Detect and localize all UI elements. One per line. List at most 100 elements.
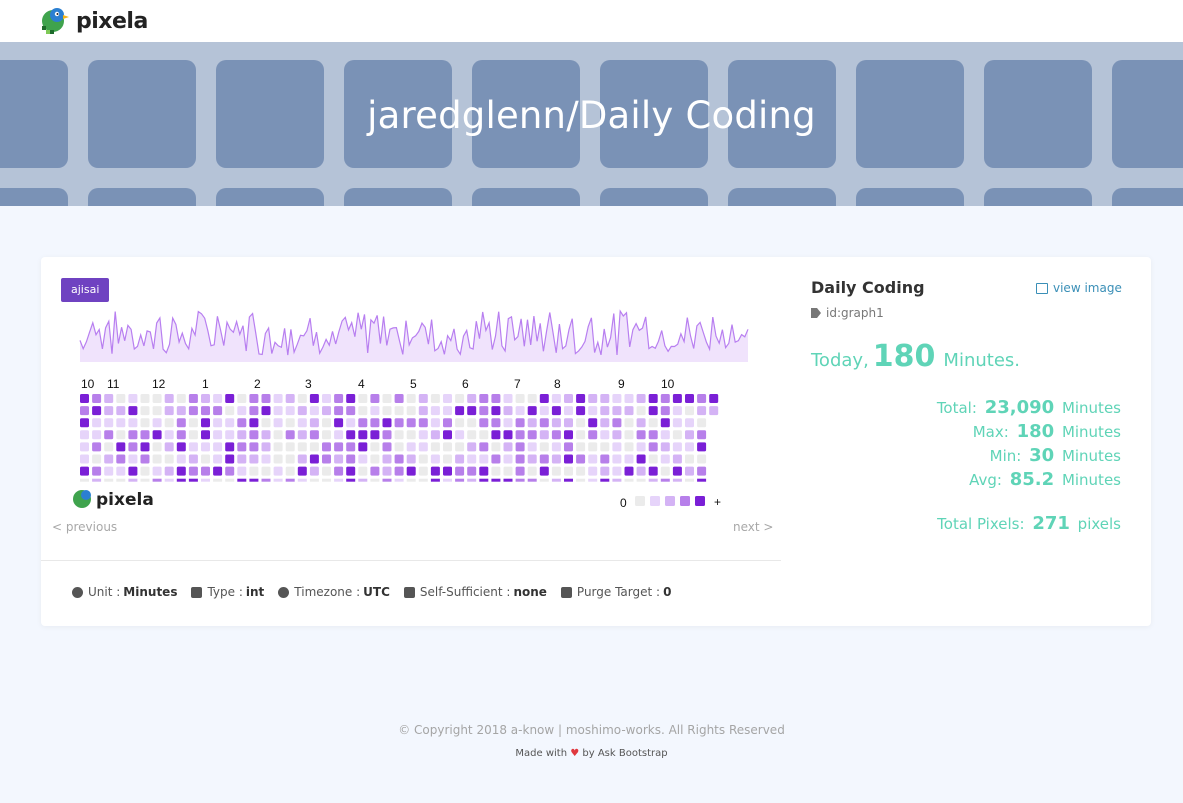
pixel-cell[interactable] <box>479 442 489 452</box>
pixel-cell[interactable] <box>551 466 561 476</box>
pixel-cell[interactable] <box>346 466 356 476</box>
pixel-cell[interactable] <box>92 478 102 482</box>
pixel-cell[interactable] <box>564 430 573 440</box>
pixel-cell[interactable] <box>588 466 598 476</box>
pixel-cell[interactable] <box>370 418 380 428</box>
pixel-cell[interactable] <box>648 430 658 440</box>
pixel-cell[interactable] <box>418 478 428 482</box>
pixel-cell[interactable] <box>225 418 235 428</box>
pixel-cell[interactable] <box>382 394 392 403</box>
pixel-cell[interactable] <box>346 430 356 440</box>
pixel-cell[interactable] <box>116 406 126 416</box>
pixel-cell[interactable] <box>358 430 368 440</box>
pixel-cell[interactable] <box>443 406 452 416</box>
pixel-cell[interactable] <box>188 466 198 476</box>
pixel-cell[interactable] <box>443 430 452 440</box>
pixel-cell[interactable] <box>697 394 707 403</box>
pixel-cell[interactable] <box>176 406 186 416</box>
pixel-cell[interactable] <box>225 478 235 482</box>
pixel-cell[interactable] <box>92 406 102 416</box>
pixel-cell[interactable] <box>346 454 356 464</box>
pixel-cell[interactable] <box>237 430 247 440</box>
pixel-cell[interactable] <box>358 466 368 476</box>
pixel-cell[interactable] <box>322 454 331 464</box>
pixel-cell[interactable] <box>624 478 634 482</box>
pixel-cell[interactable] <box>334 406 344 416</box>
pixel-cell[interactable] <box>104 454 114 464</box>
pixel-cell[interactable] <box>576 442 586 452</box>
pixel-cell[interactable] <box>612 466 622 476</box>
pixel-cell[interactable] <box>406 466 416 476</box>
pixel-cell[interactable] <box>406 442 416 452</box>
pixel-cell[interactable] <box>648 454 658 464</box>
pixel-cell[interactable] <box>672 406 682 416</box>
pixel-cell[interactable] <box>479 406 489 416</box>
pixel-cell[interactable] <box>660 406 670 416</box>
pixel-cell[interactable] <box>394 430 404 440</box>
pixel-cell[interactable] <box>140 454 150 464</box>
pixel-cell[interactable] <box>213 418 223 428</box>
pixel-cell[interactable] <box>624 418 634 428</box>
pixel-cell[interactable] <box>418 442 428 452</box>
pixel-cell[interactable] <box>297 466 307 476</box>
pixel-cell[interactable] <box>285 430 295 440</box>
pixel-cell[interactable] <box>297 442 307 452</box>
pixel-cell[interactable] <box>334 430 344 440</box>
pixel-cell[interactable] <box>600 442 610 452</box>
pixel-cell[interactable] <box>225 430 235 440</box>
pixel-cell[interactable] <box>479 466 489 476</box>
pixel-cell[interactable] <box>188 430 198 440</box>
pixel-cell[interactable] <box>551 418 561 428</box>
pixel-cell[interactable] <box>80 430 89 440</box>
pixel-cell[interactable] <box>515 442 525 452</box>
pixel-cell[interactable] <box>297 406 307 416</box>
pixel-cell[interactable] <box>685 406 694 416</box>
pixel-cell[interactable] <box>188 442 198 452</box>
pixel-cell[interactable] <box>370 430 380 440</box>
pixel-cell[interactable] <box>600 466 610 476</box>
pixel-cell[interactable] <box>273 454 283 464</box>
pixel-cell[interactable] <box>92 454 102 464</box>
pixel-cell[interactable] <box>672 478 682 482</box>
pixel-cell[interactable] <box>273 418 283 428</box>
pixel-cell[interactable] <box>443 418 452 428</box>
pixel-cell[interactable] <box>104 430 114 440</box>
pixel-cell[interactable] <box>588 430 598 440</box>
pixel-cell[interactable] <box>140 406 150 416</box>
pixel-cell[interactable] <box>104 478 114 482</box>
pixel-cell[interactable] <box>564 466 573 476</box>
pixel-cell[interactable] <box>201 442 210 452</box>
pixel-cell[interactable] <box>128 418 138 428</box>
pixel-cell[interactable] <box>104 394 114 403</box>
pixel-cell[interactable] <box>358 442 368 452</box>
pixel-cell[interactable] <box>685 394 694 403</box>
pixel-cell[interactable] <box>551 454 561 464</box>
pixel-cell[interactable] <box>660 394 670 403</box>
pixel-cell[interactable] <box>648 442 658 452</box>
pixel-cell[interactable] <box>176 418 186 428</box>
pixel-cell[interactable] <box>491 466 501 476</box>
pixel-cell[interactable] <box>309 430 319 440</box>
pixel-cell[interactable] <box>201 418 210 428</box>
pixel-cell[interactable] <box>394 466 404 476</box>
pixel-cell[interactable] <box>491 478 501 482</box>
pixel-cell[interactable] <box>576 418 586 428</box>
pixel-cell[interactable] <box>382 454 392 464</box>
pixel-cell[interactable] <box>636 466 646 476</box>
pixel-cell[interactable] <box>201 406 210 416</box>
pixel-cell[interactable] <box>322 466 331 476</box>
pixel-cell[interactable] <box>309 442 319 452</box>
pixel-cell[interactable] <box>261 454 271 464</box>
pixel-cell[interactable] <box>273 430 283 440</box>
pixel-cell[interactable] <box>564 406 573 416</box>
pixel-cell[interactable] <box>322 394 331 403</box>
pixel-cell[interactable] <box>370 442 380 452</box>
pixel-cell[interactable] <box>382 406 392 416</box>
pixel-cell[interactable] <box>370 454 380 464</box>
pixel-cell[interactable] <box>128 442 138 452</box>
pixel-cell[interactable] <box>697 418 707 428</box>
pixel-cell[interactable] <box>80 394 89 403</box>
pixel-cell[interactable] <box>322 442 331 452</box>
pixel-cell[interactable] <box>104 442 114 452</box>
pixel-cell[interactable] <box>201 478 210 482</box>
